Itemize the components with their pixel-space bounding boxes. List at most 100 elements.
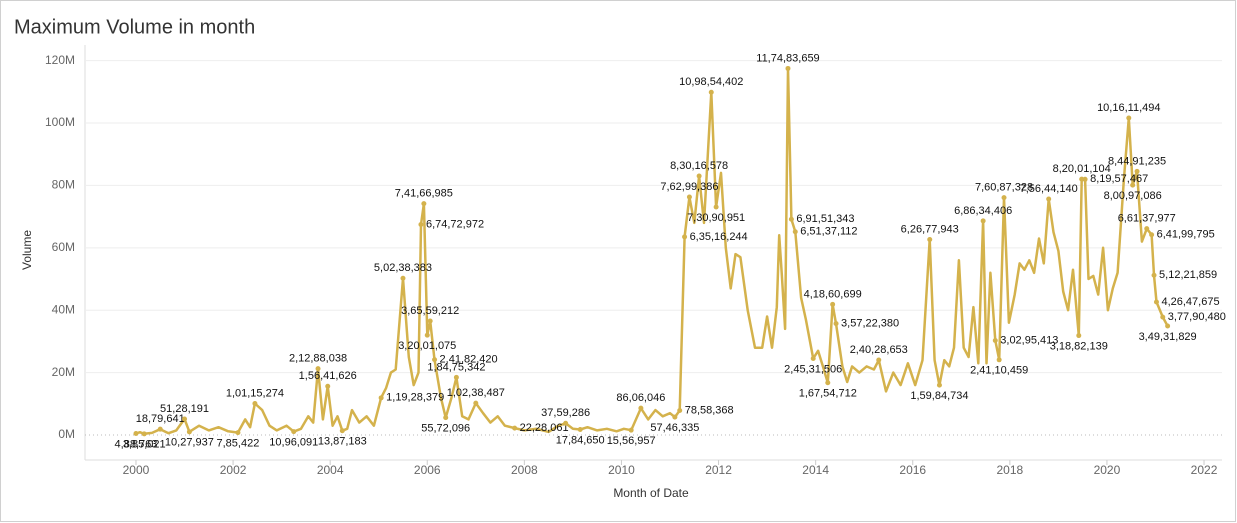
data-label: 13,87,183 [318,436,367,448]
data-label: 4,26,47,675 [1161,296,1219,308]
data-label: 22,28,061 [520,422,569,434]
data-label: 3,85,021 [123,439,166,451]
data-point [1153,299,1159,305]
data-label: 6,41,99,795 [1157,229,1215,241]
data-label: 7,62,99,386 [660,181,718,193]
data-point [186,429,192,435]
data-point [512,425,518,431]
x-tick-label: 2014 [802,463,829,477]
data-label: 2,12,88,038 [289,353,347,365]
data-label: 3,02,95,413 [1000,334,1058,346]
data-point [672,414,678,420]
data-point [315,366,321,372]
data-label: 1,67,54,712 [799,388,857,400]
data-point [141,431,147,437]
x-tick-label: 2012 [705,463,732,477]
x-tick-label: 2006 [414,463,441,477]
data-point [682,234,688,240]
data-point [252,400,258,406]
y-axis-title: Volume [20,230,34,270]
data-label: 11,74,83,659 [756,52,819,64]
data-point [696,173,702,179]
data-label: 7,56,44,140 [1020,183,1078,195]
data-point [473,400,479,406]
data-point [876,357,882,363]
data-point [427,318,433,324]
line [135,67,1169,436]
data-point [810,355,816,361]
data-point [628,427,634,433]
data-label: 6,74,72,972 [426,218,484,230]
data-label: 7,41,66,985 [395,188,453,200]
data-label: 4,18,60,699 [804,288,862,300]
data-label: 6,26,77,943 [901,223,959,235]
data-point [432,357,438,363]
data-label: 86,06,046 [616,392,665,404]
x-tick-label: 2010 [608,463,635,477]
data-point [1134,168,1140,174]
y-tick-label: 120M [45,53,75,67]
data-point [638,405,644,411]
data-label: 55,72,096 [421,423,470,435]
data-label: 7,60,87,328 [975,182,1033,194]
data-label: 2,40,28,653 [850,344,908,356]
chart-title: Maximum Volume in month [14,16,255,38]
x-axis-title: Month of Date [613,486,689,500]
data-point [788,216,794,222]
data-label: 7,30,90,951 [687,212,745,224]
data-point [996,357,1002,363]
data-point [443,415,449,421]
data-label: 3,18,82,139 [1050,340,1108,352]
x-tick-label: 2020 [1094,463,1121,477]
data-label: 2,41,82,420 [440,353,498,365]
data-label: 5,02,38,383 [374,262,432,274]
data-label: 8,20,01,104 [1053,163,1111,175]
data-point [577,426,583,432]
data-point [927,236,933,242]
data-label: 7,85,422 [217,437,260,449]
data-point [563,420,569,426]
data-label: 37,59,286 [541,407,590,419]
data-point [677,408,683,414]
data-point [400,275,406,281]
data-point [708,89,714,95]
data-point [378,395,384,401]
data-point [1001,195,1007,201]
data-label: 78,58,368 [685,404,734,416]
y-tick-label: 40M [52,302,75,316]
data-point [785,65,791,71]
data-point [1082,176,1088,182]
data-label: 6,35,16,244 [690,231,748,243]
data-point [421,201,427,207]
x-tick-label: 2008 [511,463,538,477]
data-point [453,374,459,380]
x-tick-label: 2000 [123,463,150,477]
data-label: 3,57,22,380 [841,317,899,329]
data-label: 1,19,28,379 [386,392,444,404]
x-tick-label: 2004 [317,463,344,477]
x-tick-label: 2018 [996,463,1023,477]
y-tick-label: 100M [45,115,75,129]
data-label: 57,46,335 [650,422,699,434]
data-label: 10,98,54,402 [679,76,743,88]
data-label: 6,91,51,343 [796,213,854,225]
data-point [992,338,998,344]
data-label: 3,65,59,212 [401,305,459,317]
data-point [339,428,345,434]
data-point [1126,115,1132,121]
data-point [936,382,942,388]
data-point [1076,333,1082,339]
data-point [1149,232,1155,238]
data-label: 10,96,091 [269,437,318,449]
data-label: 1,84,75,342 [427,361,485,373]
data-label: 3,49,31,829 [1139,331,1197,343]
data-label: 2,45,31,506 [784,363,842,375]
data-label: 8,30,16,578 [670,160,728,172]
y-tick-label: 60M [52,240,75,254]
data-point [418,222,424,228]
data-point [182,416,188,422]
data-point [792,229,798,235]
x-tick-label: 2022 [1191,463,1218,477]
